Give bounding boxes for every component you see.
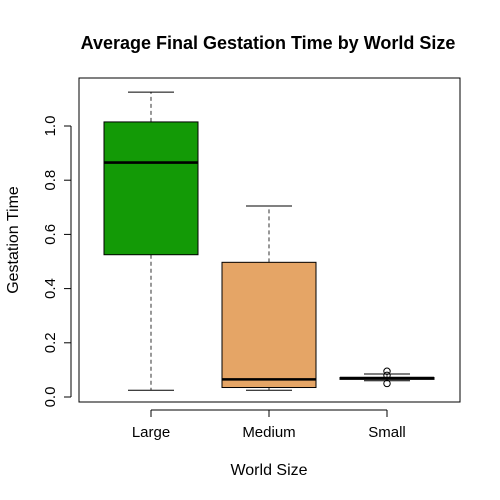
x-tick-label: Large [132, 424, 170, 441]
boxes-layer [103, 91, 435, 391]
y-axis-label: Gestation Time [5, 186, 22, 294]
outlier-point [383, 371, 391, 380]
box-small [339, 367, 435, 388]
y-tick-label: 0.6 [42, 224, 59, 245]
y-axis: 0.0 0.2 0.4 0.6 0.8 1.0 [42, 116, 72, 408]
y-tick-label: 0.4 [42, 278, 59, 299]
y-tick-label: 1.0 [42, 116, 59, 137]
y-tick-label: 0.2 [42, 332, 59, 353]
plot-frame [78, 77, 461, 403]
box-large [103, 91, 199, 391]
y-tick-label: 0.0 [42, 387, 59, 408]
box-iqr [103, 121, 199, 256]
x-tick-label: Small [368, 424, 406, 441]
x-tick-label: Medium [242, 424, 295, 441]
x-axis: Large Medium Small [132, 409, 406, 441]
outlier-point [383, 367, 391, 375]
box-iqr [221, 261, 317, 389]
outlier-point [383, 379, 391, 388]
x-axis-label: World Size [230, 462, 307, 479]
chart-title: Average Final Gestation Time by World Si… [81, 33, 456, 53]
box-medium [221, 205, 317, 391]
y-tick-label: 0.8 [42, 170, 59, 191]
